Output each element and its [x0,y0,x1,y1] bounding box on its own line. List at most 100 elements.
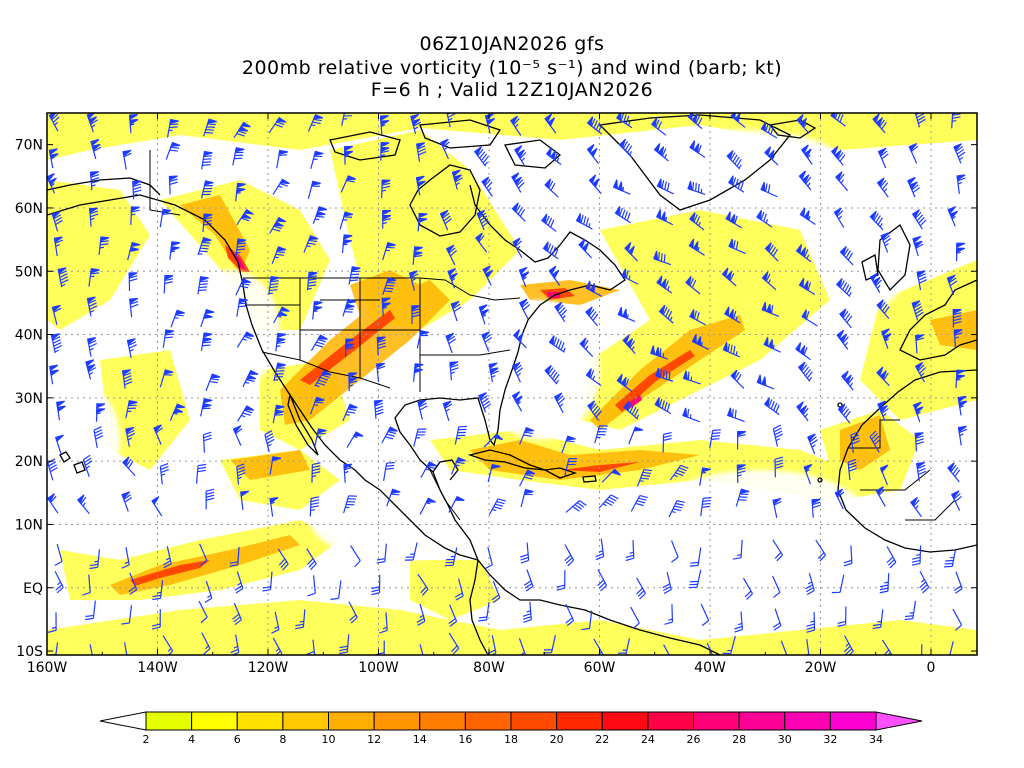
barb-flag [519,298,528,308]
wind-barb [445,244,458,266]
barb-half-feather [555,379,560,384]
wind-barb [764,146,779,166]
barb-flag [876,366,884,377]
wind-barb [162,635,174,655]
barb-flag [56,400,66,408]
barb-flag [273,221,284,227]
barb-staff [237,546,240,565]
barb-flag [614,206,621,217]
barb-flag [440,138,449,148]
barb-feather [623,114,627,123]
barb-feather [665,308,670,317]
barb-feather [911,562,921,566]
barb-feather [882,235,891,241]
barb-feather [89,305,98,310]
wind-barb [772,575,781,598]
barb-flag [839,333,848,344]
barb-feather [772,622,781,628]
barb-flag [830,145,839,156]
barb-feather [837,623,846,627]
barb-half-feather [884,581,889,584]
barb-feather [875,279,882,287]
colorbar-box [145,711,193,731]
barb-feather [957,151,966,158]
barb-feather [308,275,317,278]
wind-barb [371,574,381,596]
barb-feather [664,401,668,411]
barb-feather [881,303,888,312]
barb-flag [90,171,99,178]
barb-feather [238,302,248,305]
barb-half-feather [207,594,212,599]
barb-feather [572,506,580,512]
barb-feather [737,470,746,474]
barb-feather [520,553,529,558]
barb-half-feather [133,193,138,196]
wind-barb [623,400,640,420]
barb-flag [90,268,100,274]
wind-barb [121,605,133,625]
wind-barb [730,113,746,128]
barb-feather [774,456,784,460]
barb-flag [413,251,423,257]
wind-barb [947,206,959,227]
barb-feather [381,185,391,189]
barb-staff [839,574,845,593]
barb-flag [657,146,665,157]
barb-feather [449,620,457,627]
wind-barb [876,366,890,387]
barb-flag [761,376,767,387]
barb-flag [426,461,437,467]
barb-feather [448,618,456,625]
barb-feather [770,305,774,314]
wind-barb [688,569,702,589]
colorbar-label: 22 [595,733,609,746]
barb-half-feather [521,157,525,162]
wind-barb [830,113,846,127]
barb-feather [160,465,169,470]
barb-feather [520,556,529,561]
barb-feather [558,397,565,405]
wind-barb [159,369,174,388]
barb-feather [346,411,356,414]
wind-barb [376,336,386,356]
colorbar-label: 8 [279,733,286,746]
barb-feather [417,659,424,663]
wind-barb [269,216,287,234]
barb-flag [879,405,888,414]
barb-feather [581,627,590,631]
barb-half-feather [492,508,497,512]
barb-feather [272,228,281,232]
barb-flag [575,213,582,224]
barb-flag [760,181,766,193]
barb-flag [311,180,321,187]
wind-barb [277,548,289,571]
barb-feather [634,408,639,417]
barb-feather [316,341,325,345]
barb-feather [169,149,178,152]
barb-feather [954,495,962,503]
barb-flag [514,395,523,405]
colorbar: 2 4 6 8 10 12 14 16 18 20 22 24 26 28 30 32 34 [99,711,923,746]
barb-flag [730,113,737,120]
barb-feather [205,129,215,131]
barb-feather [627,402,632,411]
wind-barb [484,547,493,570]
barb-feather [662,307,668,315]
barb-flag [766,303,772,314]
barb-feather [883,306,890,314]
wind-barb [446,113,456,128]
barb-flag [425,497,436,503]
wind-barb [123,642,128,655]
barb-feather [350,617,358,624]
x-tick-label: 60W [584,660,616,676]
barb-flag [621,268,627,279]
barb-flag [343,211,354,217]
barb-flag [447,268,457,277]
barb-flag [756,374,762,385]
barb-feather [915,441,925,445]
barb-feather [234,619,242,626]
barb-feather [619,207,623,217]
barb-flag [691,333,697,345]
barb-feather [872,623,882,627]
